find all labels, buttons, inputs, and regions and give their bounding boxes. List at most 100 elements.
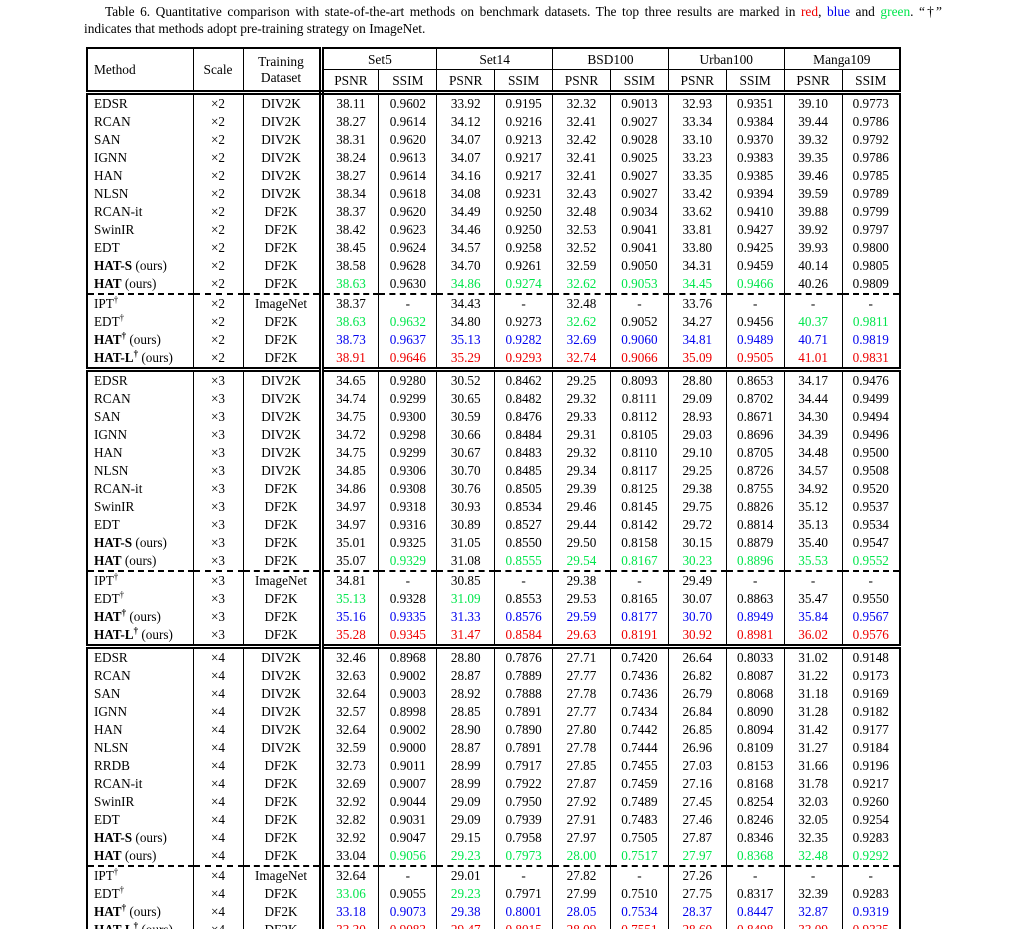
dagger-superscript: † [113,294,119,305]
method-cell: SwinIR [86,793,193,811]
method-cell: IPT† [86,293,193,313]
psnr-cell: 32.69 [552,331,611,349]
psnr-cell: 29.15 [436,829,495,847]
psnr-cell: 32.64 [320,865,379,885]
ssim-cell: 0.8165 [609,590,669,608]
psnr-cell: 33.09 [783,921,843,929]
psnr-cell: 30.67 [436,444,495,462]
psnr-cell: 28.85 [436,703,495,721]
psnr-cell: 33.23 [667,149,727,167]
ssim-cell: 0.8254 [725,793,785,811]
dataset-cell: DIV2K [242,646,324,667]
scale-cell: ×4 [192,775,243,793]
psnr-cell: 28.60 [667,921,727,929]
ssim-cell: 0.8109 [725,739,785,757]
dataset-cell: DF2K [242,257,324,275]
ssim-cell: 0.9786 [841,113,900,131]
ssim-cell: 0.7455 [609,757,669,775]
psnr-cell: 34.65 [320,369,379,390]
dataset-cell: DF2K [242,921,324,929]
caption-segment: . “†” indicates that methods adopt pre-t… [84,4,942,36]
caption-segment: blue [826,4,851,19]
scale-cell: ×3 [192,390,243,408]
ssim-cell: 0.9027 [609,185,669,203]
table-row: HAN ×3 DIV2K 34.75 0.9299 30.67 0.8483 29.32 0.8… [86,444,900,462]
psnr-cell: 33.42 [667,185,727,203]
dataset-cell: DF2K [242,552,324,571]
psnr-cell: 34.86 [320,480,379,498]
ssim-cell: 0.9011 [378,757,437,775]
ssim-cell: 0.8111 [609,390,669,408]
ssim-cell: 0.9335 [378,608,437,626]
scale-cell: ×4 [192,829,243,847]
psnr-cell: 40.26 [783,275,843,294]
col-header-psnr: PSNR [320,69,379,95]
scale-cell: ×3 [192,626,243,647]
method-cell: IGNN [86,703,193,721]
psnr-cell: 39.44 [783,113,843,131]
dataset-cell: DF2K [242,498,324,516]
ssim-cell: 0.9261 [494,257,553,275]
ssim-cell: 0.9632 [378,313,437,331]
ssim-cell: 0.9177 [841,721,900,739]
ssim-cell: 0.7436 [609,667,669,685]
psnr-cell: 32.32 [552,92,611,113]
ssim-cell: 0.8814 [725,516,785,534]
psnr-cell: 31.02 [783,646,843,667]
psnr-cell: 33.80 [667,239,727,257]
psnr-cell: 38.34 [320,185,379,203]
dataset-cell: DIV2K [242,113,324,131]
method-cell: HAT-L† (ours) [86,626,193,647]
ssim-cell: 0.8177 [609,608,669,626]
psnr-cell: 33.30 [320,921,379,929]
ssim-cell: 0.8142 [609,516,669,534]
caption-segment: , [818,4,827,19]
ssim-cell: 0.8981 [725,626,785,647]
ssim-cell: 0.8705 [725,444,785,462]
psnr-cell: 29.03 [667,426,727,444]
method-cell: EDT [86,811,193,829]
ssim-cell: 0.8346 [725,829,785,847]
scale-cell: ×3 [192,462,243,480]
results-table: Method Scale Training Dataset Set5 Set14 … [86,47,901,929]
psnr-cell: 38.37 [320,203,379,221]
table-row: EDT ×2 DF2K 38.45 0.9624 34.57 0.9258 32.52 0.90… [86,239,900,257]
dataset-cell: DF2K [242,885,324,903]
dataset-cell: DIV2K [242,703,324,721]
ssim-cell: 0.9231 [494,185,553,203]
psnr-cell: 28.93 [667,408,727,426]
ssim-cell: 0.9013 [609,92,669,113]
ssim-cell: 0.8696 [725,426,785,444]
psnr-cell: 38.11 [320,92,379,113]
ssim-cell: 0.7510 [609,885,669,903]
ssim-cell: 0.9410 [725,203,785,221]
method-cell: EDSR [86,92,193,113]
ssim-cell: 0.9000 [378,739,437,757]
caption-segment: green [880,4,911,19]
psnr-cell: 30.93 [436,498,495,516]
psnr-cell: 27.97 [667,847,727,866]
method-cell: HAT† (ours) [86,608,193,626]
ssim-cell: 0.7890 [494,721,553,739]
ssim-cell: 0.8093 [609,369,669,390]
ssim-cell: 0.9047 [378,829,437,847]
table-row: HAT-L† (ours) ×2 DF2K 38.91 0.9646 35.29 0.929… [86,349,900,370]
dataset-cell: DF2K [242,811,324,829]
psnr-cell: 32.73 [320,757,379,775]
ssim-cell: - [378,570,437,590]
psnr-cell: 31.08 [436,552,495,571]
table-row: EDT† ×3 DF2K 35.13 0.9328 31.09 0.8553 29.53 0.8… [86,590,900,608]
method-cell: EDSR [86,646,193,667]
table-row: HAT (ours) ×3 DF2K 35.07 0.9329 31.08 0.8555 29… [86,552,900,571]
psnr-cell: 34.57 [436,239,495,257]
psnr-cell: 30.70 [667,608,727,626]
table-row: SwinIR ×4 DF2K 32.92 0.9044 29.09 0.7950 27.92 0… [86,793,900,811]
ssim-cell: 0.9799 [841,203,900,221]
ssim-cell: 0.9335 [841,921,900,929]
ssim-cell: 0.9027 [609,113,669,131]
ssim-cell: - [378,865,437,885]
scale-cell: ×2 [192,113,243,131]
ssim-cell: 0.7891 [494,703,553,721]
psnr-cell: 27.77 [552,667,611,685]
ssim-cell: 0.9041 [609,239,669,257]
